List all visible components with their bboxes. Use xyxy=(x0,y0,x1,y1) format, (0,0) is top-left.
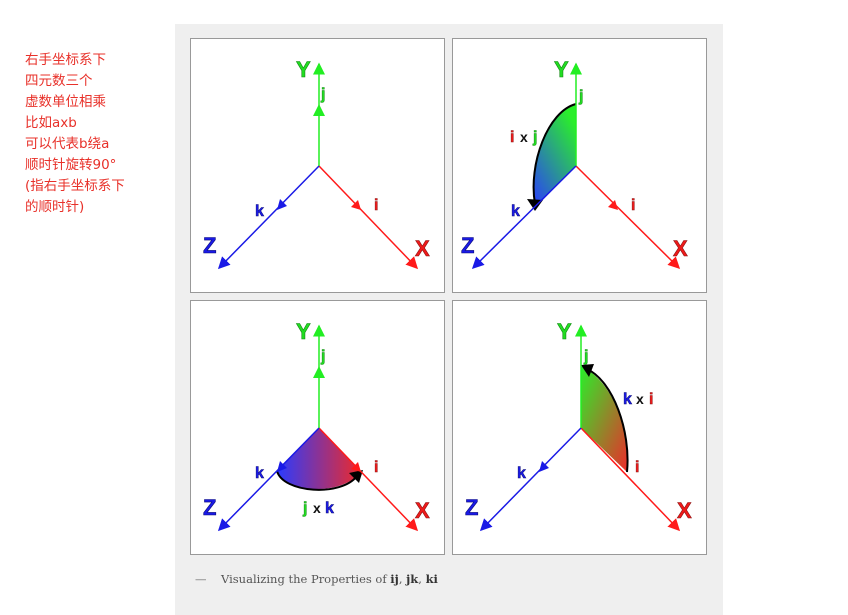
product-right: j xyxy=(532,129,537,146)
rotation-arc-ij xyxy=(532,103,577,205)
x-axis xyxy=(575,165,681,270)
z-axis xyxy=(217,165,320,270)
axis-label-x: X xyxy=(415,236,430,261)
figure-caption: — Visualizing the Properties of ij, jk, k… xyxy=(195,572,438,586)
product-label-ki: k x i xyxy=(623,391,654,409)
note-line: 比如axb xyxy=(25,115,77,131)
axis-label-y: Y xyxy=(296,57,311,82)
caption-sep: , xyxy=(418,572,426,586)
product-left: i xyxy=(510,129,514,146)
product-right: k xyxy=(325,500,334,517)
unit-label-i: i xyxy=(635,459,639,476)
z-axis xyxy=(471,165,577,270)
unit-label-j: j xyxy=(583,348,588,365)
note-line: 的顺时针) xyxy=(25,199,85,215)
rotation-sector-jk xyxy=(277,428,361,490)
unit-label-i: i xyxy=(374,197,378,214)
i-vector-arrowhead xyxy=(608,200,618,210)
k-vector-arrowhead xyxy=(277,461,287,472)
x-axis xyxy=(318,165,419,270)
axis-label-x: X xyxy=(677,498,692,523)
product-label-ij: i x j xyxy=(510,129,538,147)
product-right: i xyxy=(649,391,653,408)
axis-label-x: X xyxy=(673,236,688,261)
unit-label-i: i xyxy=(631,197,635,214)
quaternion-figure: Y X Z j i k Y xyxy=(175,24,723,615)
x-axis xyxy=(580,427,681,532)
panel-ij: Y X Z j i k i x j xyxy=(452,38,707,293)
product-op: x xyxy=(520,129,528,145)
product-left: k xyxy=(623,391,632,408)
caption-text: Visualizing the Properties of xyxy=(221,572,391,586)
x-axis xyxy=(318,427,419,532)
product-op: x xyxy=(636,391,644,407)
unit-label-j: j xyxy=(320,348,325,365)
k-vector-arrowhead xyxy=(539,461,549,472)
note-line: 可以代表b绕a xyxy=(25,136,110,152)
panel-jk: Y X Z j i k j x k xyxy=(190,300,445,555)
axis-label-y: Y xyxy=(296,319,311,344)
axis-label-x: X xyxy=(415,498,430,523)
axis-label-z: Z xyxy=(461,233,474,258)
unit-label-k: k xyxy=(255,203,264,220)
z-axis xyxy=(479,427,582,532)
panel-basis: Y X Z j i k xyxy=(190,38,445,293)
caption-ki: ki xyxy=(425,572,438,586)
caption-dash: — xyxy=(195,572,207,586)
rotation-arrowhead-ki xyxy=(581,364,594,377)
rotation-sector-ki xyxy=(581,366,628,472)
rotation-sector-ij xyxy=(533,104,576,208)
unit-label-k: k xyxy=(511,203,520,220)
axis-label-z: Z xyxy=(203,495,216,520)
unit-label-k: k xyxy=(517,465,526,482)
k-vector-arrowhead xyxy=(277,199,287,210)
note-line: 右手坐标系下 xyxy=(25,52,106,68)
annotation-note: 右手坐标系下 四元数三个 虚数单位相乘 比如axb 可以代表b绕a 顺时针旋转9… xyxy=(25,50,125,218)
rotation-arc-ki xyxy=(586,368,629,473)
note-line: 四元数三个 xyxy=(25,73,93,89)
caption-sep: , xyxy=(398,572,407,586)
unit-label-i: i xyxy=(374,459,378,476)
caption-jk: jk xyxy=(406,572,419,586)
j-vector-arrowhead xyxy=(313,366,325,378)
i-vector-arrowhead xyxy=(351,462,361,472)
axis-label-z: Z xyxy=(465,495,478,520)
note-line: (指右手坐标系下 xyxy=(25,178,125,194)
note-line: 虚数单位相乘 xyxy=(25,94,106,110)
panel-ki: Y X Z j i k k x i xyxy=(452,300,707,555)
rotation-arc-jk xyxy=(276,470,358,491)
axis-label-y: Y xyxy=(557,319,572,344)
unit-label-j: j xyxy=(320,86,325,103)
i-vector-arrowhead xyxy=(351,200,361,210)
unit-label-k: k xyxy=(255,465,264,482)
axis-label-y: Y xyxy=(554,57,569,82)
caption-ij: ij xyxy=(390,572,399,586)
product-left: j xyxy=(302,500,307,517)
note-line: 顺时针旋转90° xyxy=(25,157,117,173)
z-axis xyxy=(217,427,320,532)
product-label-jk: j x k xyxy=(302,500,335,518)
rotation-arrowhead-jk xyxy=(349,470,363,483)
j-vector-arrowhead xyxy=(313,104,325,116)
unit-label-j: j xyxy=(578,88,583,105)
product-op: x xyxy=(313,500,321,516)
axis-label-z: Z xyxy=(203,233,216,258)
